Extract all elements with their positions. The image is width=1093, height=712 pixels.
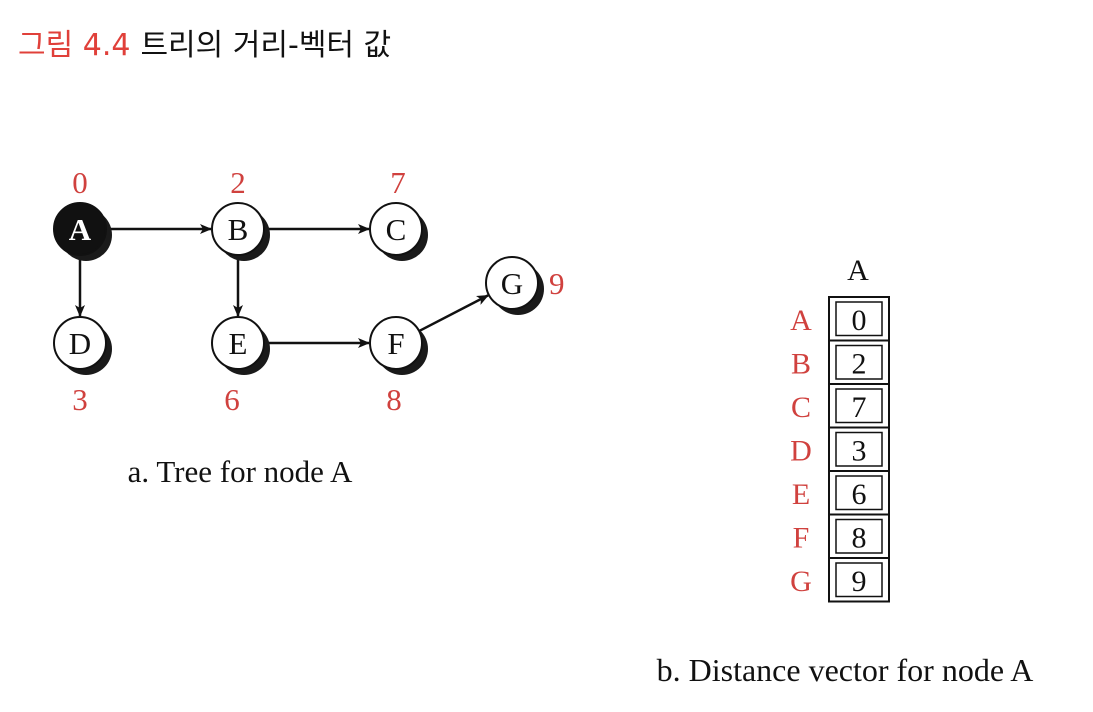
vector-cell-outer	[828, 557, 890, 603]
node-circle	[485, 256, 539, 310]
vector-row-c: 7C	[791, 383, 890, 429]
tree-node-d: D	[53, 316, 112, 375]
vector-cell-outer	[828, 383, 890, 429]
node-label: G	[501, 266, 523, 301]
node-label: B	[228, 212, 249, 247]
figure-number: 그림 4.4	[18, 28, 130, 63]
vector-cell-inner	[835, 301, 883, 337]
node-circle	[211, 202, 265, 256]
tree-caption: a. Tree for node A	[128, 454, 353, 489]
figure-title: 그림 4.4 트리의 거리-벡터 값	[18, 28, 391, 63]
cost-label-b: 2	[230, 165, 246, 200]
figure-title-text: 트리의 거리-벡터 값	[140, 28, 391, 63]
tree-node-e: E	[211, 316, 270, 375]
vector-row-a: 0A	[790, 296, 890, 342]
node-circle	[53, 316, 107, 370]
tree-edges	[75, 224, 489, 348]
node-label: D	[69, 326, 91, 361]
vector-cell-inner	[835, 431, 883, 467]
edge-f-g	[418, 294, 489, 333]
node-label: C	[386, 212, 407, 247]
vector-cell-inner	[835, 388, 883, 424]
vector-row-f: 8F	[793, 513, 890, 559]
cost-label-f: 8	[386, 382, 402, 417]
tree-cost-labels: 0 2 7 3 6 8 9	[72, 165, 564, 417]
node-label: A	[69, 212, 92, 247]
tree-node-b: B	[211, 202, 270, 261]
vector-cell-outer	[828, 339, 890, 385]
vector-row-label: D	[790, 434, 812, 467]
tree-node-c: C	[369, 202, 428, 261]
tree-node-a: A	[53, 202, 112, 261]
vector-row-b: 2B	[791, 339, 890, 385]
vector-distance: 7	[852, 391, 867, 424]
vector-cell-outer	[828, 426, 890, 472]
vector-cell-outer	[828, 470, 890, 516]
vector-row-label: E	[792, 478, 810, 511]
vector-row-label: A	[790, 304, 812, 337]
vector-row-label: F	[793, 521, 810, 554]
node-circle	[369, 316, 423, 370]
vector-cell-outer	[828, 296, 890, 342]
vector-distance: 3	[852, 434, 867, 467]
vector-row-g: 9G	[790, 557, 890, 603]
cost-label-c: 7	[390, 165, 406, 200]
vector-column-header: A	[847, 254, 869, 287]
cost-label-d: 3	[72, 382, 88, 417]
vector-distance: 2	[852, 347, 867, 380]
node-circle	[211, 316, 265, 370]
vector-row-d: 3D	[790, 426, 890, 472]
vector-cell-inner	[835, 562, 883, 598]
vector-cell-inner	[835, 344, 883, 380]
node-circle	[369, 202, 423, 256]
vector-row-label: B	[791, 347, 811, 380]
cost-label-a: 0	[72, 165, 88, 200]
vector-row-label: C	[791, 391, 811, 424]
node-label: F	[387, 326, 404, 361]
tree-node-f: F	[369, 316, 428, 375]
vector-distance: 8	[852, 521, 867, 554]
vector-distance: 6	[852, 478, 867, 511]
tree-node-g: G	[485, 256, 544, 315]
node-circle	[53, 202, 107, 256]
vector-distance: 0	[852, 304, 867, 337]
vector-cell-inner	[835, 518, 883, 554]
vector-caption: b. Distance vector for node A	[657, 652, 1034, 688]
tree-nodes: A B C D E F G	[53, 202, 544, 375]
cost-label-e: 6	[224, 382, 240, 417]
vector-cell-inner	[835, 475, 883, 511]
vector-row-label: G	[790, 565, 812, 598]
vector-row-e: 6E	[792, 470, 890, 516]
node-label: E	[229, 326, 248, 361]
vector-distance: 9	[852, 565, 867, 598]
cost-label-g: 9	[549, 266, 565, 301]
